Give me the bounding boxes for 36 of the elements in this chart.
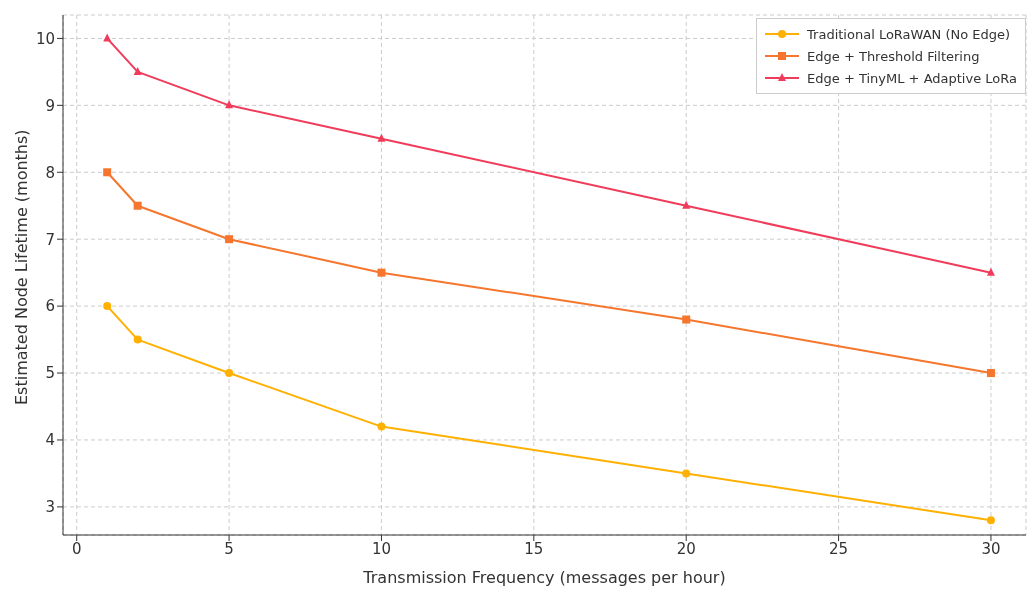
y-tick-label: 7	[45, 230, 55, 249]
point	[986, 516, 995, 525]
y-tick-label: 4	[45, 431, 55, 450]
legend-label: Edge + Threshold Filtering	[807, 48, 980, 64]
point	[682, 315, 691, 324]
x-tick-label: 10	[371, 539, 392, 558]
y-tick-label: 3	[45, 498, 55, 517]
y-tick-label: 8	[45, 163, 55, 182]
x-tick-label: 20	[676, 539, 696, 558]
legend-label: Edge + TinyML + Adaptive LoRa	[807, 70, 1017, 86]
point	[377, 268, 386, 277]
y-axis-title: Estimated Node Lifetime (months)	[11, 129, 31, 405]
point	[682, 469, 691, 478]
y-tick-label: 5	[45, 364, 55, 383]
x-tick-label: 15	[524, 539, 544, 558]
x-tick-label: 25	[829, 539, 849, 558]
y-tick-label: 9	[45, 96, 55, 115]
y-tick-label: 10	[35, 29, 55, 48]
point	[133, 335, 142, 344]
point	[377, 422, 386, 431]
point	[377, 133, 386, 142]
x-tick-label: 30	[981, 539, 1001, 558]
x-tick-label: 0	[71, 539, 82, 558]
x-tick-label: 5	[224, 539, 234, 558]
point	[133, 201, 142, 210]
point	[103, 302, 112, 311]
point	[682, 200, 691, 209]
y-tick-label: 6	[45, 297, 55, 316]
point	[103, 168, 112, 177]
point	[133, 66, 142, 75]
x-axis-title: Transmission Frequency (messages per hour)	[362, 568, 726, 587]
point	[225, 235, 234, 244]
legend-label: Traditional LoRaWAN (No Edge)	[807, 26, 1011, 42]
point	[986, 267, 995, 276]
point	[986, 369, 995, 378]
point	[225, 369, 234, 378]
